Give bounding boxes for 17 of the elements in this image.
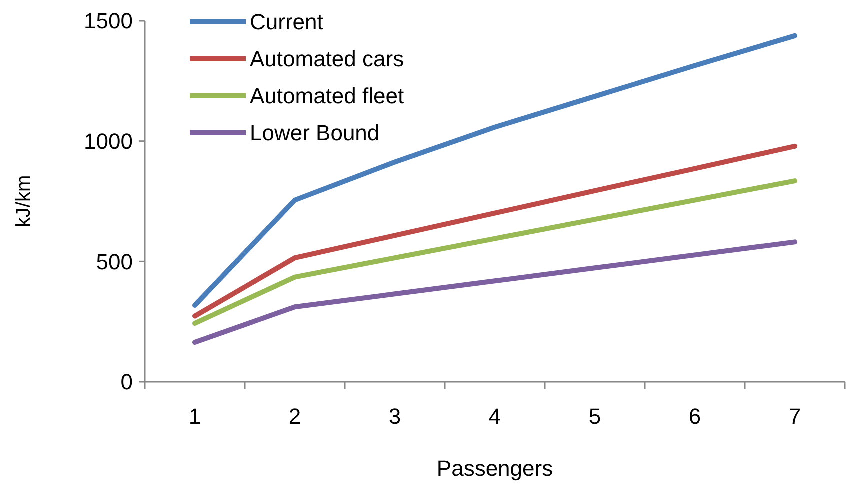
y-tick-label: 1500 xyxy=(84,8,133,34)
y-tick-label: 500 xyxy=(96,249,133,274)
x-tick-label: 6 xyxy=(688,404,702,429)
x-tick-label: 3 xyxy=(388,404,402,429)
legend-label: Automated cars xyxy=(250,46,404,72)
legend-label: Automated fleet xyxy=(250,84,404,109)
y-tick-label: 1000 xyxy=(84,129,133,154)
legend-label: Lower Bound xyxy=(250,120,380,146)
x-tick-label: 7 xyxy=(788,404,802,429)
y-tick-label: 0 xyxy=(120,370,133,395)
x-tick-label: 1 xyxy=(188,404,202,429)
x-axis-title: Passengers xyxy=(436,456,554,481)
legend-label: Current xyxy=(250,10,324,35)
x-tick-label: 4 xyxy=(488,404,502,429)
x-tick-label: 2 xyxy=(288,404,302,429)
x-tick-label: 5 xyxy=(588,404,602,429)
y-axis-title: kJ/km xyxy=(13,175,35,228)
